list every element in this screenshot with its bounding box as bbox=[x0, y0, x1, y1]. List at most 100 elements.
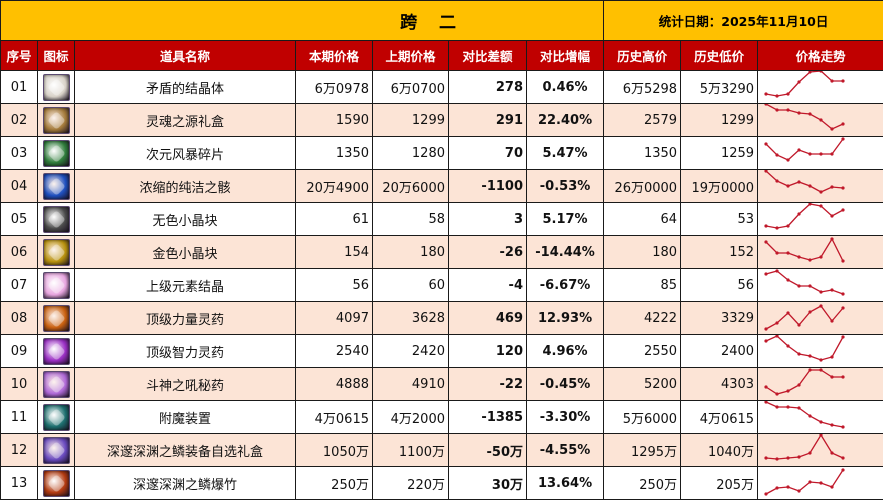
price-change-pct: -0.45% bbox=[525, 367, 605, 401]
historical-high: 250万 bbox=[603, 466, 682, 500]
abyss-gift-box-icon bbox=[42, 436, 70, 464]
historical-low: 1040万 bbox=[680, 433, 759, 467]
price-diff: 70 bbox=[448, 136, 527, 170]
current-price: 154 bbox=[295, 235, 373, 269]
row-number: 13 bbox=[0, 466, 38, 500]
price-diff: -4 bbox=[448, 268, 527, 302]
current-price: 1050万 bbox=[295, 433, 373, 467]
previous-price: 58 bbox=[372, 202, 449, 236]
historical-high: 85 bbox=[603, 268, 682, 302]
price-trend-sparkline bbox=[757, 367, 883, 401]
table-row: 07 上级元素结晶 56 60 -4 -6.67% 85 56 bbox=[0, 268, 883, 302]
price-diff: -22 bbox=[448, 367, 527, 401]
price-trend-sparkline bbox=[757, 235, 883, 269]
sparkline-chart bbox=[764, 203, 845, 230]
row-number: 01 bbox=[0, 70, 38, 104]
row-number: 02 bbox=[0, 103, 38, 137]
price-diff: -1385 bbox=[448, 400, 527, 434]
row-number: 05 bbox=[0, 202, 38, 236]
previous-price: 60 bbox=[372, 268, 449, 302]
price-change-pct: -0.53% bbox=[525, 169, 605, 203]
sparkline-chart bbox=[764, 368, 845, 396]
col-header-previous-price: 上期价格 bbox=[372, 40, 449, 71]
historical-low: 5万3290 bbox=[680, 70, 759, 104]
col-header-trend: 价格走势 bbox=[757, 40, 883, 71]
sparkline-chart bbox=[764, 335, 845, 362]
table-row: 08 顶级力量灵药 4097 3628 469 12.93% 4222 3329 bbox=[0, 301, 883, 335]
historical-high: 4222 bbox=[603, 301, 682, 335]
historical-high: 26万0000 bbox=[603, 169, 682, 203]
sparkline-chart bbox=[764, 434, 845, 461]
current-price: 6万0978 bbox=[295, 70, 373, 104]
col-header-high: 历史高价 bbox=[603, 40, 682, 71]
historical-low: 4万0615 bbox=[680, 400, 759, 434]
table-row: 09 顶级智力灵药 2540 2420 120 4.96% 2550 2400 bbox=[0, 334, 883, 368]
current-price: 20万4900 bbox=[295, 169, 373, 203]
price-trend-sparkline bbox=[757, 103, 883, 137]
col-header-current-price: 本期价格 bbox=[295, 40, 373, 71]
table-row: 13 深邃深渊之鳞爆竹 250万 220万 30万 13.64% 250万 20… bbox=[0, 466, 883, 500]
sparkline-chart bbox=[764, 137, 845, 162]
current-price: 250万 bbox=[295, 466, 373, 500]
price-change-pct: 4.96% bbox=[525, 334, 605, 368]
price-change-pct: -3.30% bbox=[525, 400, 605, 434]
historical-high: 1350 bbox=[603, 136, 682, 170]
price-diff: -26 bbox=[448, 235, 527, 269]
price-change-pct: 12.93% bbox=[525, 301, 605, 335]
sparkline-chart bbox=[764, 71, 845, 98]
table-row: 12 深邃深渊之鳞装备自选礼盒 1050万 1100万 -50万 -4.55% … bbox=[0, 433, 883, 467]
price-trend-sparkline bbox=[757, 301, 883, 335]
table-row: 03 次元风暴碎片 1350 1280 70 5.47% 1350 1259 bbox=[0, 136, 883, 170]
current-price: 1590 bbox=[295, 103, 373, 137]
sparkline-chart bbox=[764, 269, 845, 296]
price-change-pct: 22.40% bbox=[525, 103, 605, 137]
row-number: 03 bbox=[0, 136, 38, 170]
price-trend-sparkline bbox=[757, 400, 883, 434]
historical-high: 180 bbox=[603, 235, 682, 269]
price-diff: 291 bbox=[448, 103, 527, 137]
historical-high: 2550 bbox=[603, 334, 682, 368]
historical-high: 5万6000 bbox=[603, 400, 682, 434]
price-trend-sparkline bbox=[757, 334, 883, 368]
price-change-pct: 5.47% bbox=[525, 136, 605, 170]
previous-price: 4910 bbox=[372, 367, 449, 401]
intelligence-potion-icon bbox=[42, 337, 70, 365]
item-name: 次元风暴碎片 bbox=[74, 136, 296, 170]
item-name: 无色小晶块 bbox=[74, 202, 296, 236]
row-number: 07 bbox=[0, 268, 38, 302]
previous-price: 1299 bbox=[372, 103, 449, 137]
item-name: 金色小晶块 bbox=[74, 235, 296, 269]
gray-cube-icon bbox=[42, 205, 70, 233]
strength-potion-icon bbox=[42, 304, 70, 332]
page-title: 跨 二 bbox=[0, 0, 605, 41]
table-row: 04 浓缩的纯洁之骸 20万4900 20万6000 -1100 -0.53% … bbox=[0, 169, 883, 203]
historical-low: 3329 bbox=[680, 301, 759, 335]
sparkline-chart bbox=[764, 237, 845, 263]
previous-price: 6万0700 bbox=[372, 70, 449, 104]
price-trend-sparkline bbox=[757, 136, 883, 170]
historical-low: 53 bbox=[680, 202, 759, 236]
price-diff: 30万 bbox=[448, 466, 527, 500]
current-price: 61 bbox=[295, 202, 373, 236]
row-number: 09 bbox=[0, 334, 38, 368]
previous-price: 3628 bbox=[372, 301, 449, 335]
item-name: 浓缩的纯洁之骸 bbox=[74, 169, 296, 203]
historical-low: 1299 bbox=[680, 103, 759, 137]
price-trend-sparkline bbox=[757, 268, 883, 302]
item-name: 附魔装置 bbox=[74, 400, 296, 434]
historical-high: 5200 bbox=[603, 367, 682, 401]
col-header-pct: 对比增幅 bbox=[525, 40, 605, 71]
current-price: 2540 bbox=[295, 334, 373, 368]
row-number: 06 bbox=[0, 235, 38, 269]
previous-price: 20万6000 bbox=[372, 169, 449, 203]
elixir-icon bbox=[42, 370, 70, 398]
current-price: 4万0615 bbox=[295, 400, 373, 434]
firecracker-icon bbox=[42, 469, 70, 497]
historical-high: 1295万 bbox=[603, 433, 682, 467]
item-name: 灵魂之源礼盒 bbox=[74, 103, 296, 137]
table-row: 02 灵魂之源礼盒 1590 1299 291 22.40% 2579 1299 bbox=[0, 103, 883, 137]
table-row: 06 金色小晶块 154 180 -26 -14.44% 180 152 bbox=[0, 235, 883, 269]
item-name: 斗神之吼秘药 bbox=[74, 367, 296, 401]
historical-low: 2400 bbox=[680, 334, 759, 368]
